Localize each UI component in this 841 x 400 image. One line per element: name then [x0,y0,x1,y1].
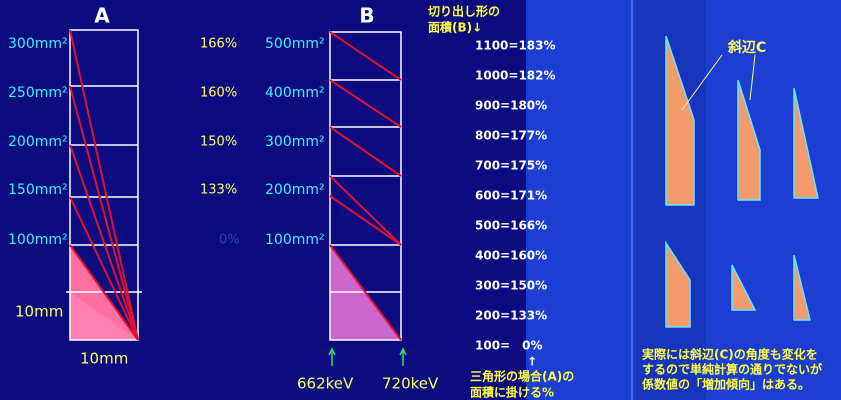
ratio-list: 1100=183% 1000=182% 900=180% 800=177% 700=17… [475,39,556,353]
area-note: 面積(B)↓ [428,20,482,35]
footnote: 実際には斜辺(C)の角度も変化を [642,347,818,362]
diagonal [329,126,402,177]
ratio-item: 200=133% [475,309,547,323]
shapes [665,35,819,328]
area-note: 切り出し形の [428,4,500,19]
ratio-item: 400=160% [475,249,547,263]
arrow [328,347,336,366]
diagonal [329,31,402,81]
ratio-item: 300=150% [475,279,547,293]
area-label: 150mm² [8,182,68,198]
arrow [399,347,407,366]
ratio-item: 100= 0% [475,339,542,353]
bottom-label: 10mm [80,350,128,368]
box [329,31,402,341]
energy-label: 720keV [382,375,439,393]
diagonal [69,196,139,341]
area-label: 500mm² [265,36,325,52]
leader [749,54,756,101]
diagonal [69,29,139,341]
percent: 166% [200,37,237,52]
panel-title: A [94,4,110,28]
area-label: 300mm² [8,36,68,52]
percent: 0% [219,233,240,248]
percent-column: 166% 160% 150% 133% 0% [200,37,240,248]
footnote: するので単純計算の通りでないが [642,362,822,377]
panel-b: B 500mm² 400mm² 300mm² 200mm² 100mm² 662… [265,4,439,393]
side-label: 10mm [15,303,63,321]
percent: 160% [200,86,237,101]
shape [665,240,691,328]
diagonal [329,195,402,246]
arrow-up: ↑ [527,355,537,369]
energy-label: 662keV [297,375,354,393]
diagonal [329,79,402,128]
ratio-item: 1100=183% [475,39,556,53]
ratio-item: 800=177% [475,129,547,143]
leader [681,54,723,111]
leader-lines [681,54,756,111]
area-label: 300mm² [265,134,325,150]
ratio-item: 1000=182% [475,69,556,83]
diagonal [329,175,402,246]
area-label: 200mm² [265,182,325,198]
panel-title: B [359,4,374,28]
shape [793,87,819,199]
shape [737,79,761,201]
diagonal [329,244,402,341]
diagonal [69,144,139,341]
area-label: 200mm² [8,134,68,150]
panel-a: A 300mm² 250mm² 200mm² 150mm² 100mm² 10m… [8,4,142,368]
area-label: 100mm² [265,232,325,248]
percent: 133% [200,183,237,198]
area-label: 250mm² [8,85,68,101]
hypotenuse-label: 斜辺C [727,39,766,56]
shape [731,264,757,311]
area-label: 100mm² [8,232,68,248]
triangle [70,292,138,340]
diagonal [69,85,139,341]
ratio-item: 700=175% [475,159,547,173]
shape [665,35,695,206]
ratio-item: 500=166% [475,219,547,233]
ratio-item: 900=180% [475,99,547,113]
footnote: 係数値の「増加傾向」はある。 [642,377,810,392]
ratio-item: 600=171% [475,189,547,203]
triangle-note: 面積に掛ける% [470,385,554,400]
box [69,29,139,341]
triangle-note: 三角形の場合(A)の [470,369,574,384]
diagonal [69,244,139,341]
shape [793,254,811,321]
area-label: 400mm² [265,85,325,101]
percent: 150% [200,135,237,150]
